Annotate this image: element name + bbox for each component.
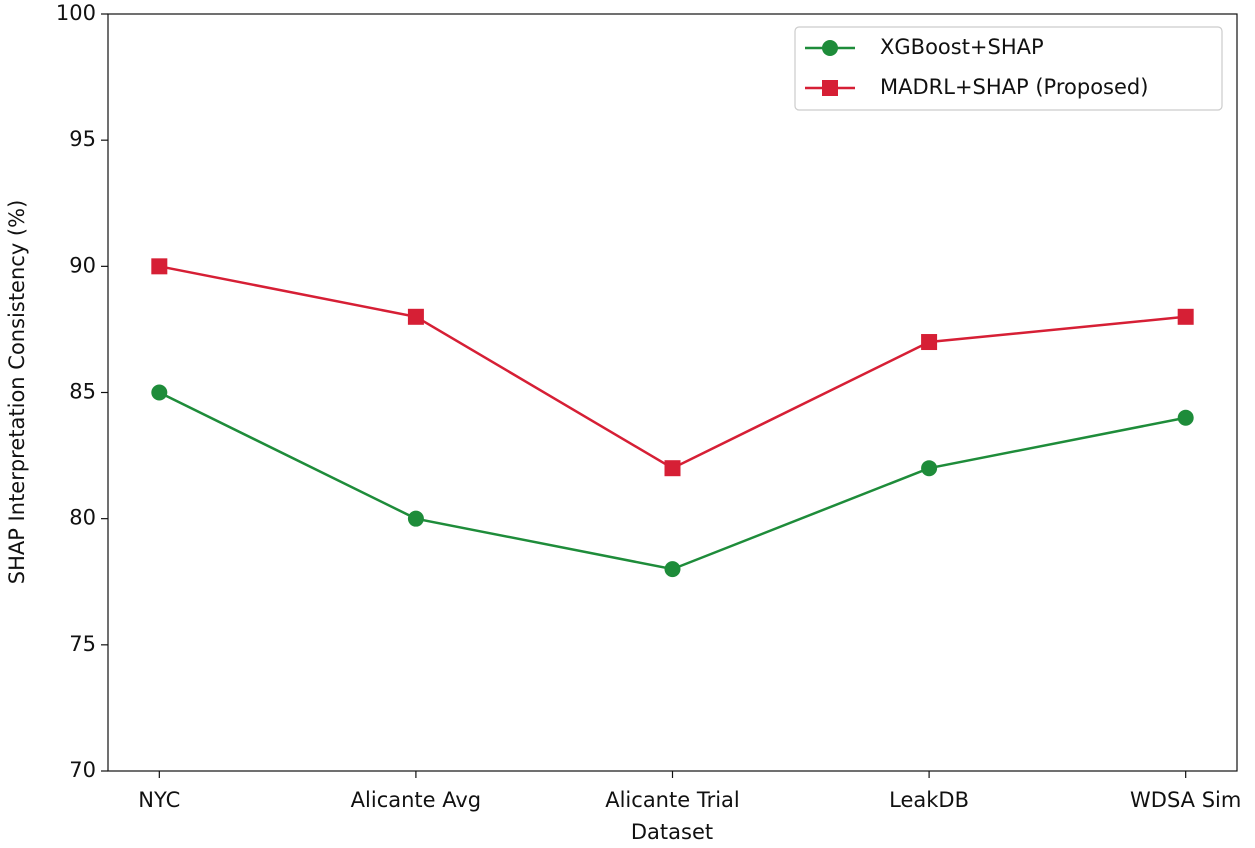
marker bbox=[822, 40, 838, 56]
legend-label: XGBoost+SHAP bbox=[880, 35, 1044, 59]
marker bbox=[407, 308, 424, 325]
y-tick-label: 80 bbox=[69, 506, 96, 530]
marker bbox=[822, 80, 838, 96]
x-tick-label: LeakDB bbox=[889, 788, 969, 812]
marker bbox=[664, 561, 681, 578]
legend-box bbox=[794, 26, 1223, 111]
x-tick-label: Alicante Avg bbox=[351, 788, 481, 812]
x-tick-label: NYC bbox=[138, 788, 180, 812]
series-line bbox=[158, 391, 1186, 571]
marker bbox=[1177, 308, 1194, 325]
marker bbox=[921, 460, 938, 477]
y-tick-label: 75 bbox=[69, 632, 96, 656]
x-tick-label: WDSA Sim bbox=[1130, 788, 1241, 812]
marker bbox=[664, 460, 681, 477]
marker bbox=[407, 510, 424, 527]
legend: XGBoost+SHAP MADRL+SHAP (Proposed) bbox=[794, 26, 1223, 111]
y-tick-label: 95 bbox=[69, 127, 96, 151]
marker bbox=[151, 258, 168, 275]
series-line bbox=[159, 265, 1186, 470]
y-tick-label: 90 bbox=[69, 253, 96, 277]
y-axis-label: SHAP Interpretation Consistency (%) bbox=[5, 200, 29, 585]
x-axis-label: Dataset bbox=[631, 820, 713, 844]
marker bbox=[1177, 409, 1194, 426]
marker bbox=[921, 334, 938, 351]
marker bbox=[151, 384, 168, 401]
x-tick-label: Alicante Trial bbox=[605, 788, 740, 812]
y-tick-label: 100 bbox=[56, 1, 96, 25]
y-tick-label: 85 bbox=[69, 380, 96, 404]
y-tick-label: 70 bbox=[69, 758, 96, 782]
legend-label: MADRL+SHAP (Proposed) bbox=[880, 75, 1148, 99]
plot-frame bbox=[107, 13, 1238, 772]
